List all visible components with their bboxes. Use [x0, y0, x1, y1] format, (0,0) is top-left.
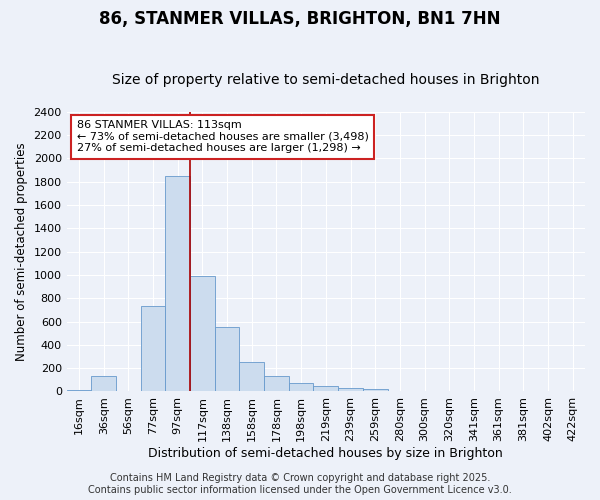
Bar — [141, 306, 166, 392]
Text: 86 STANMER VILLAS: 113sqm
← 73% of semi-detached houses are smaller (3,498)
27% : 86 STANMER VILLAS: 113sqm ← 73% of semi-… — [77, 120, 369, 154]
Bar — [166, 176, 190, 392]
Text: 86, STANMER VILLAS, BRIGHTON, BN1 7HN: 86, STANMER VILLAS, BRIGHTON, BN1 7HN — [99, 10, 501, 28]
Title: Size of property relative to semi-detached houses in Brighton: Size of property relative to semi-detach… — [112, 73, 539, 87]
Bar — [338, 388, 363, 392]
Bar — [289, 384, 313, 392]
Bar — [560, 391, 585, 392]
Bar — [313, 386, 338, 392]
Bar — [215, 328, 239, 392]
Bar — [239, 362, 264, 392]
Y-axis label: Number of semi-detached properties: Number of semi-detached properties — [15, 142, 28, 361]
Bar — [363, 388, 388, 392]
Bar — [91, 376, 116, 392]
Bar — [190, 276, 215, 392]
X-axis label: Distribution of semi-detached houses by size in Brighton: Distribution of semi-detached houses by … — [148, 447, 503, 460]
Bar — [264, 376, 289, 392]
Text: Contains HM Land Registry data © Crown copyright and database right 2025.
Contai: Contains HM Land Registry data © Crown c… — [88, 474, 512, 495]
Bar — [67, 390, 91, 392]
